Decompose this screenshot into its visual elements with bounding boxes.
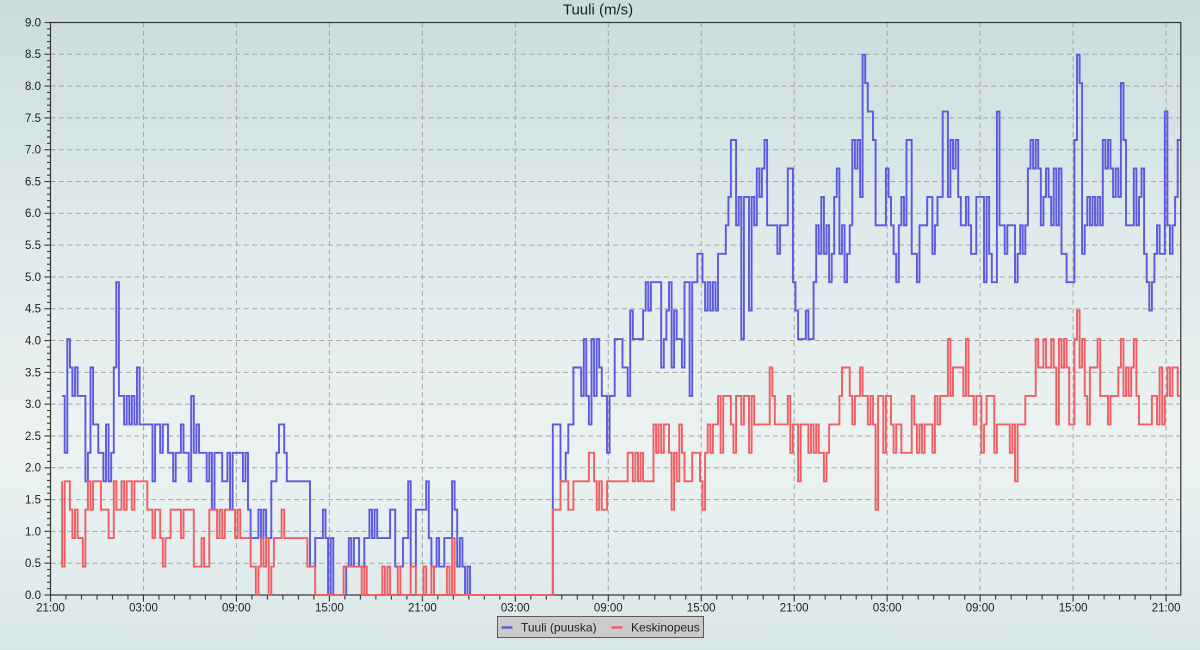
svg-text:09:00: 09:00 bbox=[222, 603, 251, 615]
svg-text:5.5: 5.5 bbox=[25, 240, 41, 252]
svg-text:21:00: 21:00 bbox=[408, 603, 437, 615]
svg-text:9.0: 9.0 bbox=[25, 17, 41, 29]
svg-text:03:00: 03:00 bbox=[501, 603, 530, 615]
svg-text:7.5: 7.5 bbox=[25, 113, 41, 125]
svg-text:09:00: 09:00 bbox=[594, 603, 623, 615]
svg-text:21:00: 21:00 bbox=[1152, 603, 1181, 615]
svg-text:Tuuli (m/s): Tuuli (m/s) bbox=[563, 1, 633, 18]
svg-text:09:00: 09:00 bbox=[966, 603, 995, 615]
svg-text:15:00: 15:00 bbox=[315, 603, 344, 615]
svg-text:4.0: 4.0 bbox=[25, 336, 41, 348]
svg-text:1.0: 1.0 bbox=[25, 526, 41, 538]
svg-text:2.5: 2.5 bbox=[25, 431, 41, 443]
svg-text:4.5: 4.5 bbox=[25, 304, 41, 316]
svg-text:21:00: 21:00 bbox=[36, 603, 65, 615]
svg-text:6.0: 6.0 bbox=[25, 208, 41, 220]
svg-text:Keskinopeus: Keskinopeus bbox=[631, 621, 700, 635]
svg-text:3.5: 3.5 bbox=[25, 367, 41, 379]
svg-text:15:00: 15:00 bbox=[687, 603, 716, 615]
svg-text:5.0: 5.0 bbox=[25, 272, 41, 284]
svg-text:8.5: 8.5 bbox=[25, 49, 41, 61]
svg-text:0.0: 0.0 bbox=[25, 590, 41, 602]
svg-text:0.5: 0.5 bbox=[25, 558, 41, 570]
svg-text:03:00: 03:00 bbox=[129, 603, 158, 615]
svg-text:3.0: 3.0 bbox=[25, 399, 41, 411]
svg-text:2.0: 2.0 bbox=[25, 463, 41, 475]
svg-text:1.5: 1.5 bbox=[25, 495, 41, 507]
svg-text:7.0: 7.0 bbox=[25, 145, 41, 157]
svg-text:Tuuli (puuska): Tuuli (puuska) bbox=[521, 621, 597, 635]
svg-text:21:00: 21:00 bbox=[780, 603, 809, 615]
svg-text:6.5: 6.5 bbox=[25, 176, 41, 188]
svg-text:15:00: 15:00 bbox=[1059, 603, 1088, 615]
svg-text:03:00: 03:00 bbox=[873, 603, 902, 615]
svg-text:8.0: 8.0 bbox=[25, 81, 41, 93]
